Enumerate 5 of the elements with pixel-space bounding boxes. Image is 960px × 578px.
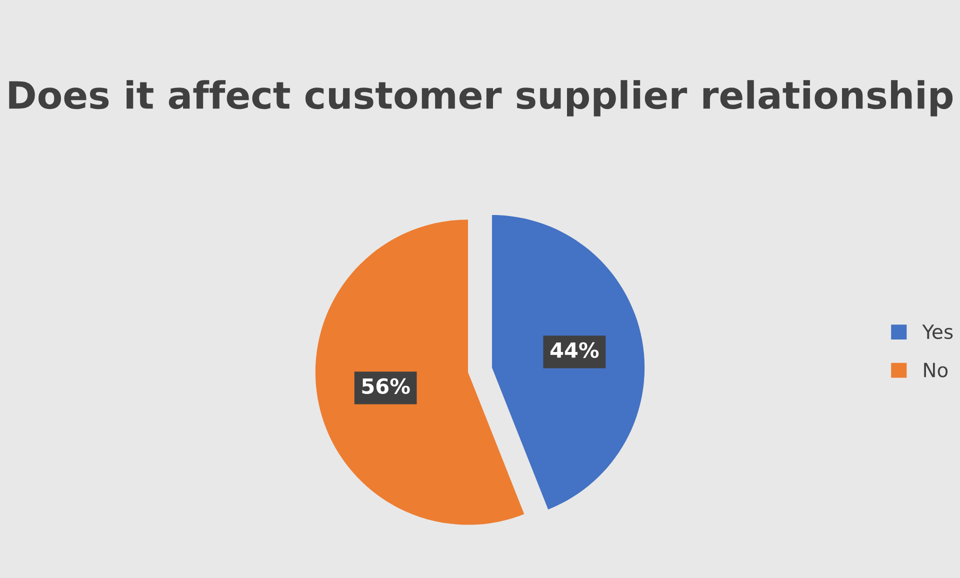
legend-label: Yes <box>922 324 953 340</box>
chart-title: Does it affect customer supplier relationship <box>9 80 953 116</box>
data-label: 44% <box>550 342 599 358</box>
data-label: 56% <box>362 378 410 394</box>
legend-label: No <box>924 362 948 378</box>
